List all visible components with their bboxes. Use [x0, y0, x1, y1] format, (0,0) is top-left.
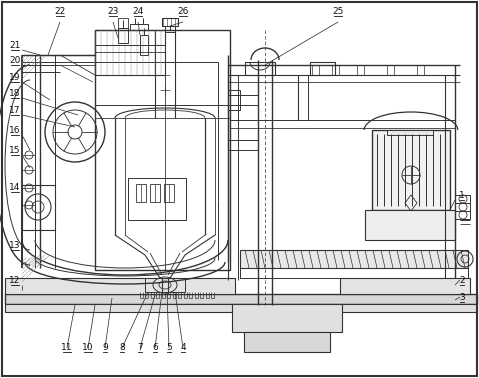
- Bar: [118, 18, 128, 28]
- Bar: [150, 184, 160, 202]
- Bar: [95, 30, 165, 75]
- Bar: [136, 184, 146, 202]
- Bar: [162, 18, 178, 26]
- Text: 17: 17: [9, 106, 21, 115]
- Text: 5: 5: [166, 343, 172, 352]
- Bar: [240, 250, 468, 268]
- Text: 15: 15: [9, 146, 21, 155]
- Text: 19: 19: [9, 73, 21, 82]
- Bar: [455, 195, 470, 203]
- Bar: [244, 332, 330, 352]
- Bar: [365, 210, 455, 240]
- Bar: [145, 278, 185, 292]
- Bar: [164, 184, 174, 202]
- Text: 9: 9: [102, 343, 108, 352]
- Text: 7: 7: [137, 343, 143, 352]
- Bar: [357, 65, 364, 75]
- Bar: [340, 278, 470, 294]
- Bar: [387, 130, 433, 135]
- Bar: [118, 28, 128, 43]
- Bar: [387, 65, 394, 75]
- Text: 20: 20: [9, 56, 21, 65]
- Text: 13: 13: [9, 241, 21, 250]
- Bar: [372, 130, 450, 210]
- Bar: [240, 268, 468, 278]
- Bar: [22, 185, 55, 230]
- Text: 10: 10: [82, 343, 94, 352]
- Text: 12: 12: [9, 276, 21, 285]
- Bar: [128, 178, 186, 220]
- Text: 23: 23: [107, 7, 119, 16]
- Text: 24: 24: [132, 7, 144, 16]
- Bar: [310, 62, 335, 75]
- Text: 8: 8: [119, 343, 125, 352]
- Text: 4: 4: [180, 343, 186, 352]
- Bar: [455, 203, 470, 211]
- Bar: [165, 26, 175, 32]
- Text: 14: 14: [9, 183, 21, 192]
- Text: 16: 16: [9, 126, 21, 135]
- Bar: [312, 65, 319, 75]
- Text: 3: 3: [459, 293, 465, 302]
- Text: 18: 18: [9, 89, 21, 98]
- Bar: [417, 65, 424, 75]
- Bar: [245, 62, 275, 75]
- Text: 26: 26: [177, 7, 189, 16]
- Bar: [140, 35, 148, 55]
- Text: 22: 22: [55, 7, 66, 16]
- Text: 25: 25: [332, 7, 344, 16]
- Bar: [332, 65, 339, 75]
- Bar: [455, 211, 470, 219]
- Text: 11: 11: [61, 343, 73, 352]
- Bar: [232, 304, 342, 332]
- Bar: [5, 304, 477, 312]
- Bar: [5, 294, 477, 304]
- Bar: [130, 24, 148, 30]
- Text: 2: 2: [459, 276, 465, 285]
- Text: 6: 6: [152, 343, 158, 352]
- Text: 1: 1: [459, 191, 465, 200]
- Text: 21: 21: [9, 41, 21, 50]
- Bar: [5, 278, 235, 294]
- Bar: [95, 30, 230, 270]
- Bar: [228, 90, 240, 110]
